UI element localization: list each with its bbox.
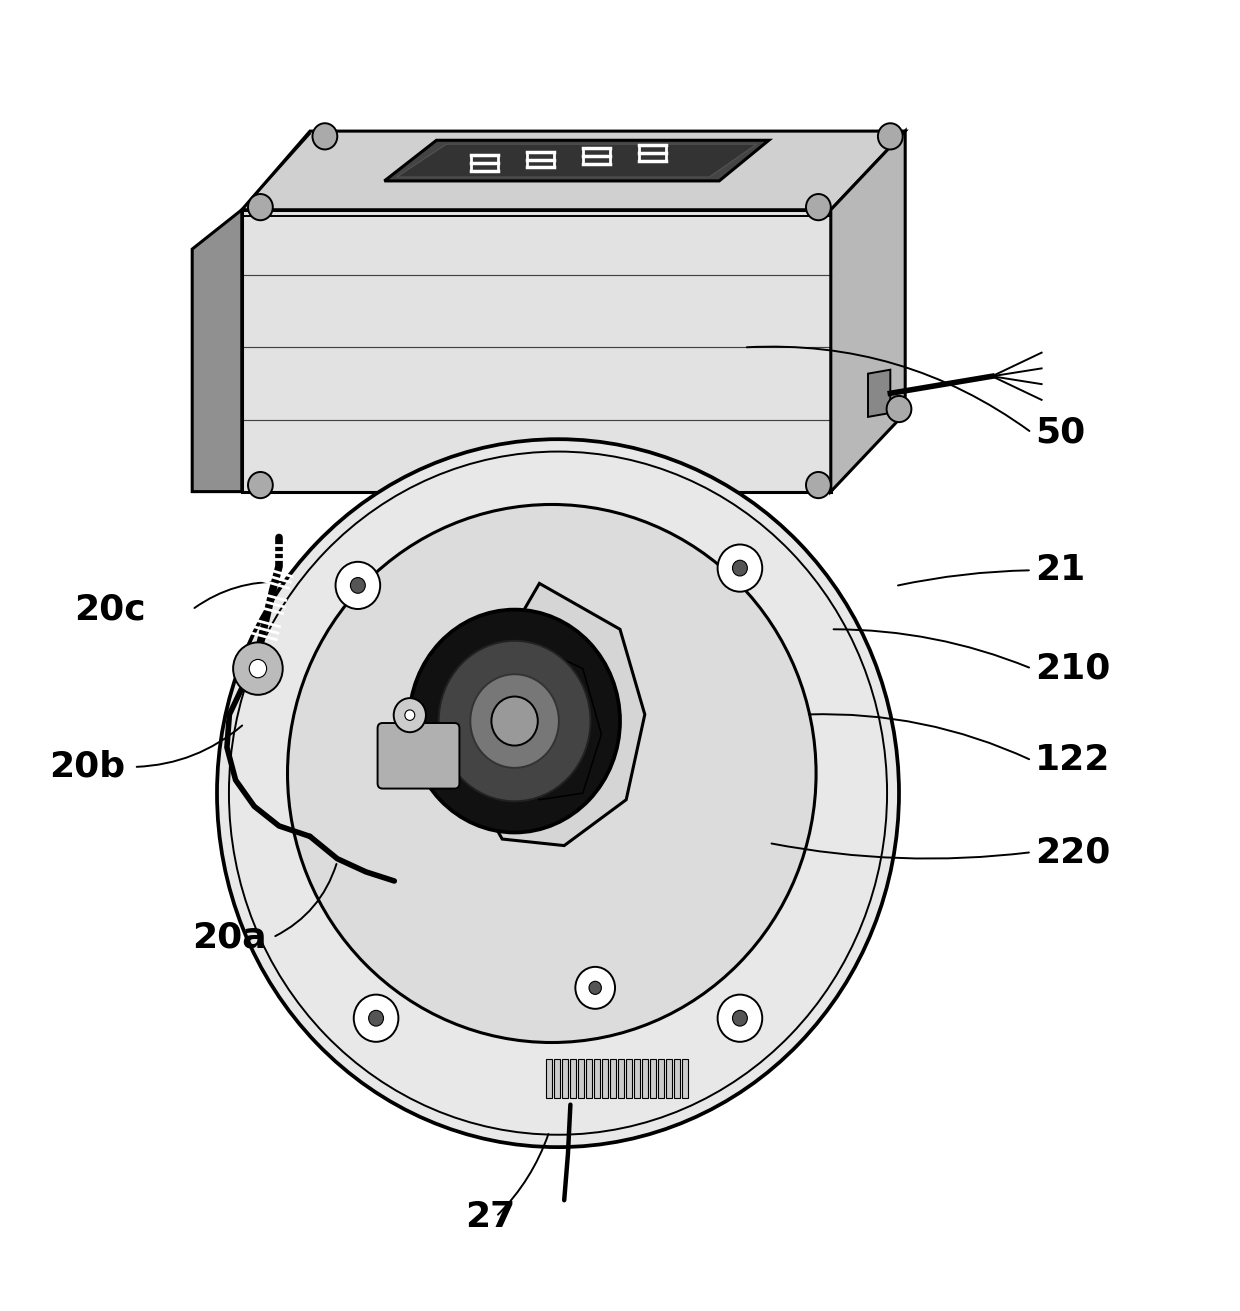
Polygon shape <box>192 210 242 492</box>
Polygon shape <box>585 1059 591 1099</box>
Circle shape <box>312 123 337 149</box>
Ellipse shape <box>217 439 899 1147</box>
Circle shape <box>233 642 283 695</box>
Polygon shape <box>682 1059 688 1099</box>
Circle shape <box>718 544 763 591</box>
Text: 210: 210 <box>1035 652 1111 686</box>
Polygon shape <box>562 1059 568 1099</box>
Circle shape <box>575 968 615 1009</box>
Circle shape <box>404 711 414 721</box>
Polygon shape <box>634 1059 640 1099</box>
Circle shape <box>351 578 366 594</box>
Polygon shape <box>242 131 905 210</box>
Circle shape <box>589 981 601 995</box>
Polygon shape <box>601 1059 608 1099</box>
Polygon shape <box>569 1059 577 1099</box>
FancyBboxPatch shape <box>377 724 459 789</box>
Circle shape <box>470 674 559 768</box>
Text: 20a: 20a <box>192 920 267 954</box>
Polygon shape <box>610 1059 616 1099</box>
Text: 122: 122 <box>1035 743 1111 777</box>
Polygon shape <box>242 210 831 492</box>
Circle shape <box>393 697 427 732</box>
Polygon shape <box>868 370 890 417</box>
Polygon shape <box>658 1059 665 1099</box>
Polygon shape <box>831 131 905 492</box>
Text: 21: 21 <box>1035 553 1086 587</box>
Circle shape <box>491 696 538 746</box>
Polygon shape <box>459 551 508 577</box>
Polygon shape <box>594 1059 600 1099</box>
Text: 20c: 20c <box>74 593 146 627</box>
Polygon shape <box>397 144 756 177</box>
Circle shape <box>353 995 398 1042</box>
Polygon shape <box>578 1059 584 1099</box>
Text: 27: 27 <box>465 1200 516 1234</box>
Circle shape <box>409 610 620 832</box>
Circle shape <box>248 194 273 220</box>
Circle shape <box>368 1011 383 1027</box>
Circle shape <box>439 641 590 801</box>
Circle shape <box>733 560 748 576</box>
Circle shape <box>806 194 831 220</box>
Circle shape <box>249 659 267 678</box>
Circle shape <box>718 995 763 1042</box>
Polygon shape <box>675 1059 681 1099</box>
Polygon shape <box>546 1059 552 1099</box>
Polygon shape <box>558 551 608 577</box>
Text: 50: 50 <box>1035 416 1086 450</box>
Polygon shape <box>553 1059 560 1099</box>
Circle shape <box>806 472 831 498</box>
Polygon shape <box>642 1059 649 1099</box>
Polygon shape <box>666 1059 672 1099</box>
Polygon shape <box>384 140 769 181</box>
Circle shape <box>336 562 381 610</box>
Ellipse shape <box>288 505 816 1042</box>
Circle shape <box>878 123 903 149</box>
Polygon shape <box>650 1059 656 1099</box>
Circle shape <box>733 1011 748 1027</box>
Polygon shape <box>626 1059 632 1099</box>
Polygon shape <box>618 1059 624 1099</box>
Circle shape <box>248 472 273 498</box>
Polygon shape <box>465 583 645 846</box>
Text: 220: 220 <box>1035 835 1111 869</box>
Circle shape <box>887 396 911 422</box>
Text: 20b: 20b <box>50 750 125 784</box>
